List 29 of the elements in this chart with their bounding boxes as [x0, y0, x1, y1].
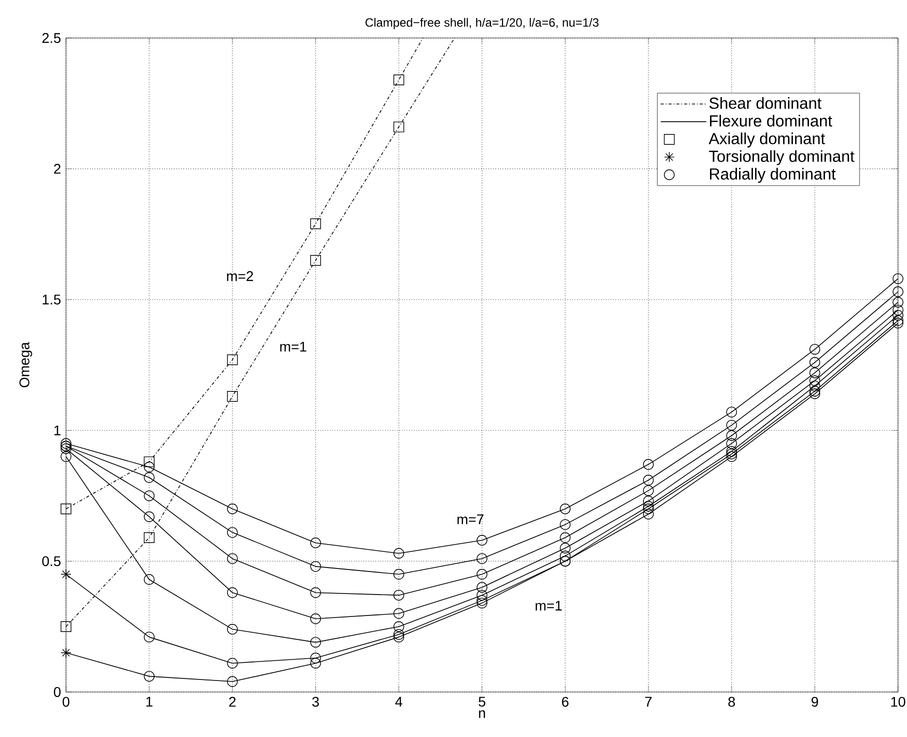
- y-axis-title: Omega: [19, 342, 32, 388]
- chart-title: Clamped−free shell, h/a=1/20, l/a=6, nu=1/3: [366, 18, 599, 30]
- legend-label: Shear dominant: [709, 97, 822, 109]
- y-tick-label: 1: [54, 426, 60, 436]
- x-tick-label: 7: [645, 696, 652, 706]
- y-tick-label: 2.5: [42, 33, 61, 43]
- annotation: m=7: [457, 514, 484, 524]
- x-axis-title: n: [479, 710, 485, 718]
- x-tick-label: 5: [478, 696, 486, 707]
- annotation: m=2: [227, 271, 254, 281]
- y-tick-label: 0: [54, 687, 61, 697]
- x-tick-label: 6: [562, 696, 568, 707]
- y-tick-label: 1.5: [42, 294, 61, 304]
- legend-label: Axially dominant: [708, 132, 826, 148]
- x-tick-label: 8: [728, 696, 735, 707]
- x-tick-label: 0: [62, 696, 70, 707]
- x-tick-label: 10: [891, 696, 906, 707]
- x-tick-label: 2: [229, 696, 236, 707]
- annotation: m=1: [536, 600, 562, 610]
- x-tick-label: 4: [395, 696, 402, 706]
- x-tick-label: 3: [312, 696, 319, 707]
- legend-label: Torsionally dominant: [709, 150, 854, 166]
- annotation: m=1: [280, 342, 306, 352]
- legend-label: Radially dominant: [710, 168, 836, 183]
- x-tick-label: 1: [146, 696, 152, 706]
- y-tick-label: 0.5: [42, 556, 61, 566]
- y-tick-label: 2: [54, 164, 60, 174]
- legend-label: Flexure dominant: [710, 114, 832, 127]
- x-tick-label: 9: [812, 696, 818, 707]
